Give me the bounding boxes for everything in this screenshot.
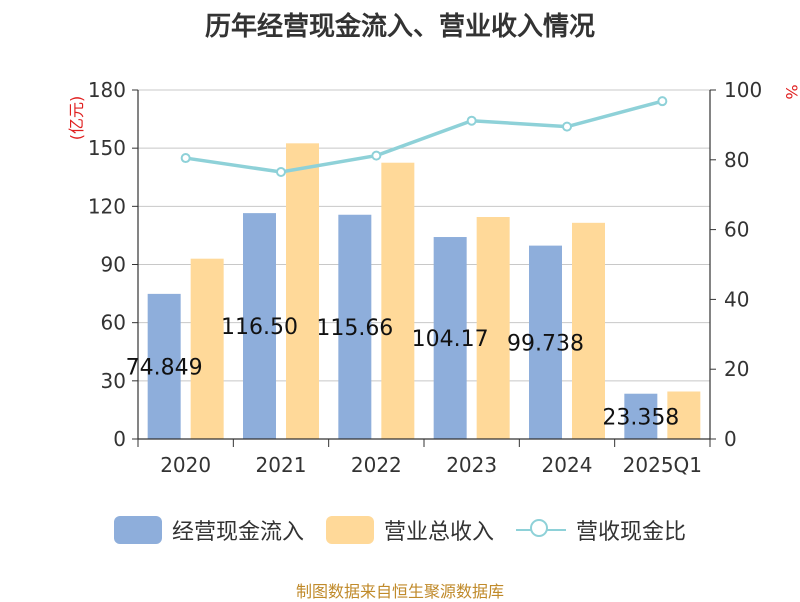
x-tick-label: 2023 xyxy=(446,453,497,477)
left-tick-label: 30 xyxy=(101,369,126,393)
bar-revenue[interactable] xyxy=(190,258,224,439)
legend-swatch-revenue xyxy=(325,516,374,544)
grid-lines xyxy=(138,89,710,382)
x-tick-label: 2020 xyxy=(160,453,211,477)
bar-data-label: 74.849 xyxy=(126,355,203,380)
legend-label-ratio: 营收现金比 xyxy=(576,520,687,545)
right-tick-label: 0 xyxy=(724,427,737,451)
left-tick-label: 90 xyxy=(101,253,126,277)
x-tick-label: 2024 xyxy=(542,453,593,477)
ratio-point[interactable] xyxy=(180,153,191,164)
bar-revenue[interactable] xyxy=(476,216,510,439)
ratio-point[interactable] xyxy=(276,167,286,178)
legend-item-cash-inflow[interactable]: 经营现金流入 xyxy=(113,514,304,546)
ratio-point[interactable] xyxy=(657,96,668,107)
ratio-point[interactable] xyxy=(466,115,477,126)
left-axis-unit: (亿元) xyxy=(67,96,86,141)
left-tick-label: 150 xyxy=(88,136,126,160)
bar-data-label: 116.50 xyxy=(221,315,298,340)
x-tick-label: 2022 xyxy=(351,453,402,477)
bar-revenue[interactable] xyxy=(286,143,319,439)
source-note: 制图数据来自恒生聚源数据库 xyxy=(295,582,504,601)
left-tick-label: 180 xyxy=(88,78,126,102)
left-tick-label: 0 xyxy=(113,427,126,451)
legend-item-revenue[interactable]: 营业总收入 xyxy=(325,514,494,546)
ratio-line-path xyxy=(185,99,663,174)
chart-title: 历年经营现金流入、营业收入情况 xyxy=(204,12,595,42)
bar-data-label: 115.66 xyxy=(316,316,393,341)
bar-revenue[interactable] xyxy=(381,162,415,440)
right-tick-label: 40 xyxy=(724,287,749,311)
right-tick-label: 100 xyxy=(724,78,762,102)
right-axis-unit: % xyxy=(782,84,800,99)
axes: 0 30 60 90 120 150 180 0 20 40 60 80 100 (亿元)% 2020 202… xyxy=(67,78,800,477)
bar-data-label: 104.17 xyxy=(412,327,489,352)
left-tick-label: 120 xyxy=(88,194,126,218)
legend-label-revenue: 营业总收入 xyxy=(383,520,494,545)
ratio-line xyxy=(180,96,668,178)
right-tick-label: 60 xyxy=(724,218,749,242)
bar-cash-inflow[interactable] xyxy=(338,214,372,439)
bars xyxy=(147,143,701,440)
right-tick-label: 80 xyxy=(724,148,749,172)
legend: 经营现金流入 营业总收入 营收现金比 xyxy=(0,514,800,546)
ratio-point[interactable] xyxy=(562,121,572,132)
bar-cash-inflow[interactable] xyxy=(243,213,276,439)
right-tick-label: 20 xyxy=(724,357,749,381)
ratio-point[interactable] xyxy=(371,150,382,161)
x-tick-label: 2021 xyxy=(256,453,307,477)
bar-revenue[interactable] xyxy=(572,222,605,439)
legend-swatch-ratio xyxy=(516,516,566,544)
bar-cash-inflow[interactable] xyxy=(433,237,467,439)
bar-labels: 74.849 116.50 115.66 104.17 99.738 23.358 xyxy=(126,315,680,430)
legend-label-cash: 经营现金流入 xyxy=(171,520,304,545)
bar-cash-inflow[interactable] xyxy=(624,393,658,439)
bar-cash-inflow[interactable] xyxy=(529,245,562,439)
bar-cash-inflow[interactable] xyxy=(147,293,181,439)
bar-data-label: 23.358 xyxy=(602,405,679,430)
bar-revenue[interactable] xyxy=(667,391,701,439)
legend-swatch-cash xyxy=(113,516,162,544)
bar-data-label: 99.738 xyxy=(507,331,584,356)
x-tick-label: 2025Q1 xyxy=(623,453,702,477)
left-tick-label: 60 xyxy=(101,311,126,335)
legend-item-ratio[interactable]: 营收现金比 xyxy=(516,514,686,546)
